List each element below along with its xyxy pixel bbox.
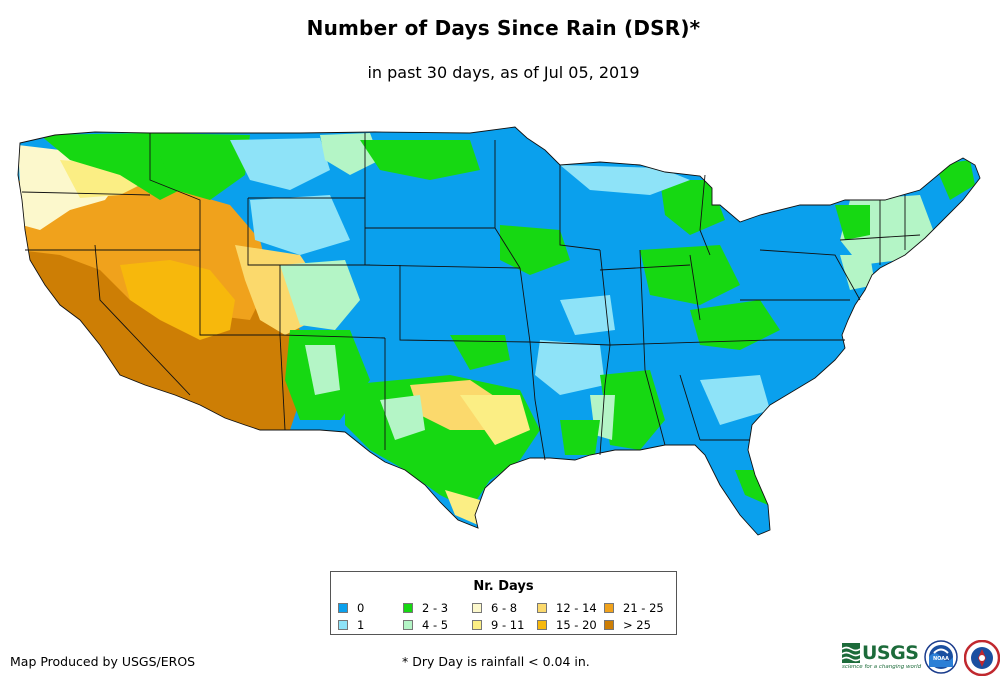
legend-swatch: [472, 620, 482, 630]
map-title: Number of Days Since Rain (DSR)*: [306, 16, 701, 40]
legend-label: 21 - 25: [623, 601, 664, 615]
usgs-tagline: science for a changing world: [842, 664, 922, 670]
nws-logo-icon: [964, 640, 1000, 676]
legend-label: 2 - 3: [422, 601, 449, 615]
map-credit: Map Produced by USGS/EROS: [10, 654, 196, 669]
legend-label: 1: [357, 618, 365, 632]
legend-label: 0: [357, 601, 365, 615]
legend-label: 9 - 11: [491, 618, 525, 632]
legend-label: 4 - 5: [422, 618, 449, 632]
noaa-logo-icon: NOAA: [924, 640, 958, 674]
legend-swatch: [604, 620, 614, 630]
usgs-logo: USGS: [842, 642, 919, 664]
legend-label: 12 - 14: [556, 601, 597, 615]
legend-swatch: [338, 620, 348, 630]
legend-item-9: > 25: [604, 618, 651, 632]
noaa-logo-text: NOAA: [933, 656, 949, 662]
legend-swatch: [604, 603, 614, 613]
legend-swatch: [403, 620, 413, 630]
usgs-logo-text: USGS: [862, 642, 919, 664]
legend-swatch: [338, 603, 348, 613]
legend-item-5: 9 - 11: [472, 618, 524, 632]
legend-swatch: [403, 603, 413, 613]
agency-logos: USGS science for a changing world NOAA: [842, 636, 1007, 680]
legend-label: 6 - 8: [491, 601, 518, 615]
legend-item-6: 12 - 14: [537, 601, 597, 615]
legend-item-4: 6 - 8: [472, 601, 517, 615]
legend-swatch: [537, 603, 547, 613]
legend-swatch: [537, 620, 547, 630]
legend-item-3: 4 - 5: [403, 618, 448, 632]
state-boundaries: [17, 126, 981, 536]
legend-item-7: 15 - 20: [537, 618, 597, 632]
legend-item-0: 0: [338, 601, 364, 615]
legend-label: 15 - 20: [556, 618, 597, 632]
us-map: [17, 126, 981, 536]
legend: Nr. Days 0 1 2 - 3 4 - 5 6 - 8 9 - 11 12…: [330, 571, 677, 635]
legend-item-8: 21 - 25: [604, 601, 664, 615]
map-subtitle: in past 30 days, as of Jul 05, 2019: [367, 63, 640, 82]
legend-item-2: 2 - 3: [403, 601, 448, 615]
usgs-wave-icon: [842, 643, 860, 663]
legend-label: > 25: [623, 618, 651, 632]
legend-item-1: 1: [338, 618, 364, 632]
dry-day-footnote: * Dry Day is rainfall < 0.04 in.: [402, 654, 590, 669]
legend-swatch: [472, 603, 482, 613]
us-map-svg: [17, 126, 981, 536]
legend-title: Nr. Days: [473, 579, 534, 594]
dsr-regions: [18, 127, 980, 535]
